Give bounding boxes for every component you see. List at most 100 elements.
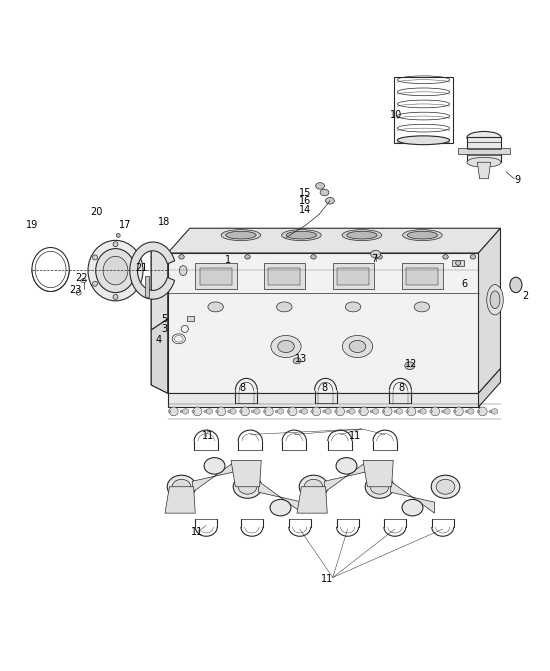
Ellipse shape: [316, 183, 324, 189]
Ellipse shape: [397, 136, 450, 145]
Ellipse shape: [304, 479, 323, 494]
Bar: [394, 77, 453, 143]
Ellipse shape: [442, 410, 444, 413]
Polygon shape: [478, 228, 500, 393]
Ellipse shape: [453, 410, 456, 413]
Ellipse shape: [349, 409, 355, 414]
Polygon shape: [390, 481, 435, 513]
Ellipse shape: [312, 407, 321, 416]
Polygon shape: [363, 460, 393, 486]
Ellipse shape: [420, 409, 426, 414]
Bar: [187, 315, 194, 321]
Ellipse shape: [287, 231, 317, 239]
Text: 17: 17: [119, 221, 131, 231]
Ellipse shape: [372, 409, 379, 414]
Bar: [333, 264, 374, 289]
Ellipse shape: [277, 409, 284, 414]
Text: 11: 11: [191, 527, 203, 537]
Text: 16: 16: [299, 197, 311, 206]
Ellipse shape: [217, 407, 226, 416]
Ellipse shape: [444, 409, 450, 414]
Bar: [452, 260, 464, 266]
Ellipse shape: [282, 229, 321, 241]
Bar: [406, 268, 438, 285]
Ellipse shape: [180, 410, 183, 413]
Ellipse shape: [103, 256, 128, 285]
Text: 14: 14: [299, 205, 311, 215]
Ellipse shape: [465, 410, 468, 413]
Ellipse shape: [370, 410, 373, 413]
Ellipse shape: [169, 407, 178, 416]
Polygon shape: [324, 460, 369, 493]
Ellipse shape: [293, 358, 301, 364]
Ellipse shape: [239, 410, 242, 413]
Polygon shape: [151, 245, 168, 393]
Ellipse shape: [311, 255, 316, 259]
Bar: [264, 264, 305, 289]
Ellipse shape: [406, 410, 409, 413]
Ellipse shape: [396, 409, 403, 414]
Ellipse shape: [230, 409, 236, 414]
Ellipse shape: [88, 240, 143, 301]
Ellipse shape: [179, 266, 187, 276]
Ellipse shape: [431, 407, 439, 416]
Polygon shape: [168, 393, 478, 407]
Text: 22: 22: [75, 273, 87, 283]
Ellipse shape: [251, 410, 254, 413]
Ellipse shape: [288, 407, 297, 416]
Ellipse shape: [370, 479, 389, 494]
Ellipse shape: [403, 229, 442, 241]
Ellipse shape: [431, 475, 460, 499]
Text: 18: 18: [158, 217, 170, 227]
Text: 9: 9: [514, 175, 520, 185]
Ellipse shape: [204, 410, 207, 413]
Ellipse shape: [383, 407, 392, 416]
Ellipse shape: [134, 255, 139, 260]
Ellipse shape: [226, 231, 256, 239]
Text: 20: 20: [90, 207, 102, 217]
Ellipse shape: [336, 458, 357, 474]
Ellipse shape: [193, 407, 202, 416]
Ellipse shape: [117, 234, 120, 238]
Ellipse shape: [265, 407, 273, 416]
Ellipse shape: [320, 189, 329, 196]
Text: 19: 19: [26, 221, 38, 231]
Ellipse shape: [323, 410, 326, 413]
Text: 11: 11: [349, 431, 361, 441]
Ellipse shape: [96, 248, 135, 293]
Bar: [145, 276, 149, 297]
Ellipse shape: [487, 285, 503, 315]
Text: 11: 11: [321, 574, 333, 584]
Ellipse shape: [336, 407, 344, 416]
Bar: [458, 148, 510, 154]
Ellipse shape: [92, 255, 97, 260]
Polygon shape: [151, 319, 168, 393]
Polygon shape: [192, 460, 236, 493]
Ellipse shape: [365, 475, 394, 499]
Polygon shape: [151, 245, 168, 330]
Ellipse shape: [407, 231, 438, 239]
Ellipse shape: [113, 242, 118, 247]
Ellipse shape: [301, 409, 307, 414]
Ellipse shape: [436, 479, 455, 494]
Ellipse shape: [228, 410, 230, 413]
Ellipse shape: [277, 302, 292, 312]
Ellipse shape: [489, 410, 492, 413]
Polygon shape: [258, 481, 303, 513]
Ellipse shape: [179, 255, 184, 259]
Ellipse shape: [394, 410, 397, 413]
Ellipse shape: [467, 132, 501, 144]
Ellipse shape: [454, 407, 463, 416]
Ellipse shape: [204, 458, 225, 474]
Ellipse shape: [347, 231, 377, 239]
Ellipse shape: [342, 229, 382, 241]
Ellipse shape: [325, 409, 332, 414]
Ellipse shape: [263, 410, 266, 413]
Ellipse shape: [477, 410, 480, 413]
Ellipse shape: [414, 302, 430, 312]
Bar: [200, 268, 232, 285]
Ellipse shape: [334, 410, 337, 413]
Ellipse shape: [311, 410, 313, 413]
Ellipse shape: [382, 410, 385, 413]
Ellipse shape: [510, 277, 522, 293]
